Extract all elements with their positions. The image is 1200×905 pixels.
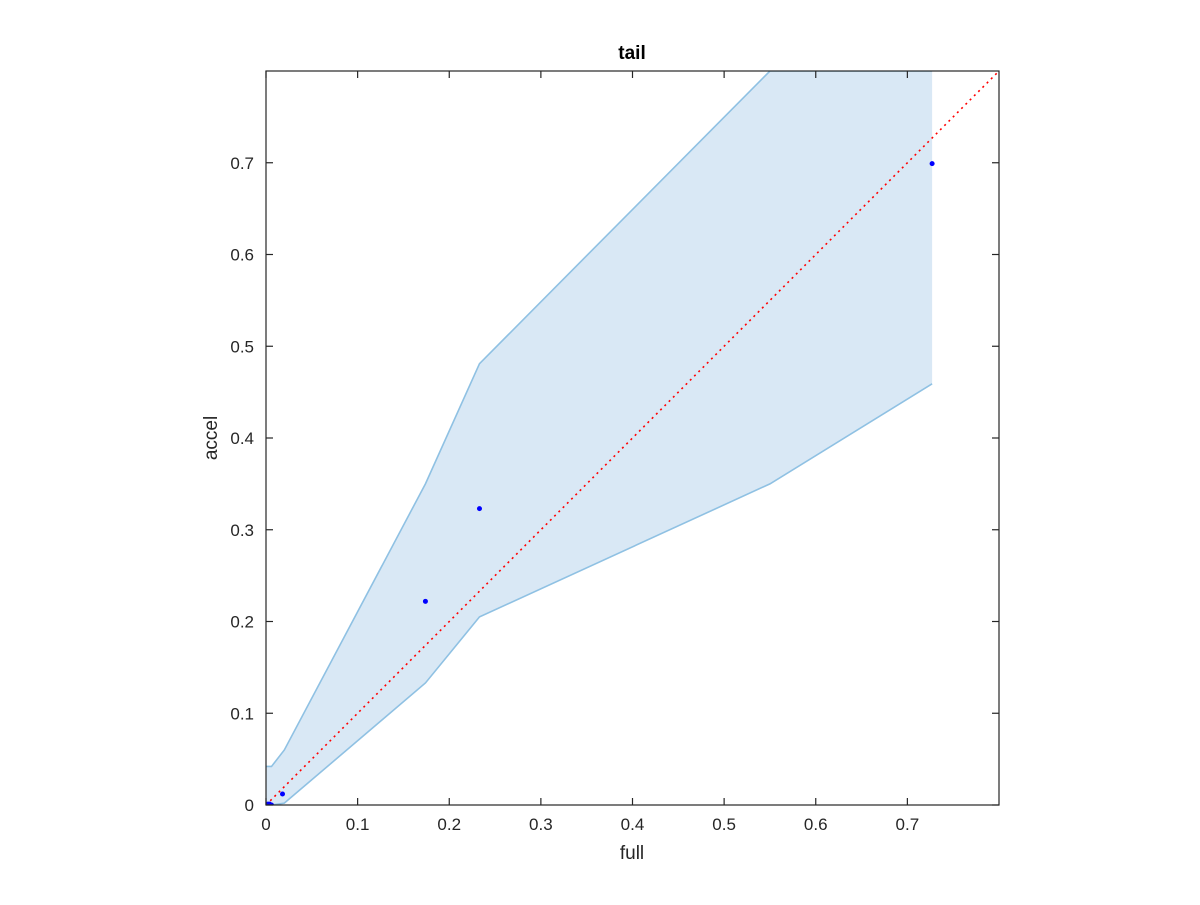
data-point	[422, 598, 428, 604]
axes-layer: 0 0.1 0.2 0.3 0.4 0.5 0.6 0.7 0 0.1 0.2 0.3 0.4 0.5 0.…	[230, 70, 1000, 834]
data-point	[476, 506, 482, 512]
y-axis-label: accel	[201, 416, 222, 460]
band-layer	[266, 71, 933, 805]
confidence-band-lower-edge	[266, 383, 933, 805]
x-tick-label: 0.4	[621, 815, 645, 834]
x-tick-label: 0.3	[529, 815, 553, 834]
points-layer	[266, 161, 935, 805]
reference-line-layer	[266, 71, 999, 805]
data-point	[929, 161, 935, 167]
y-tick-label: 0.1	[230, 704, 254, 723]
x-tick-label: 0.1	[346, 815, 370, 834]
y-tick-label: 0.2	[230, 613, 254, 632]
reference-line	[266, 71, 999, 805]
y-tick-label: 0	[245, 796, 254, 815]
data-point	[268, 802, 274, 805]
x-tick-label: 0.2	[437, 815, 461, 834]
x-tick-label: 0.6	[804, 815, 828, 834]
y-tick-label: 0.3	[230, 521, 254, 540]
y-tick-label: 0.4	[230, 429, 254, 448]
y-tick-label: 0.7	[230, 154, 254, 173]
confidence-band-fill	[266, 71, 933, 805]
data-point	[279, 791, 285, 797]
chart-title: tail	[618, 43, 645, 64]
x-tick-label: 0.5	[712, 815, 736, 834]
y-tick-label: 0.6	[230, 246, 254, 265]
x-tick-label: 0	[261, 815, 270, 834]
y-tick-label: 0.5	[230, 337, 254, 356]
confidence-band-upper-edge	[266, 71, 933, 768]
x-tick-label: 0.7	[896, 815, 920, 834]
x-axis-label: full	[620, 843, 644, 864]
